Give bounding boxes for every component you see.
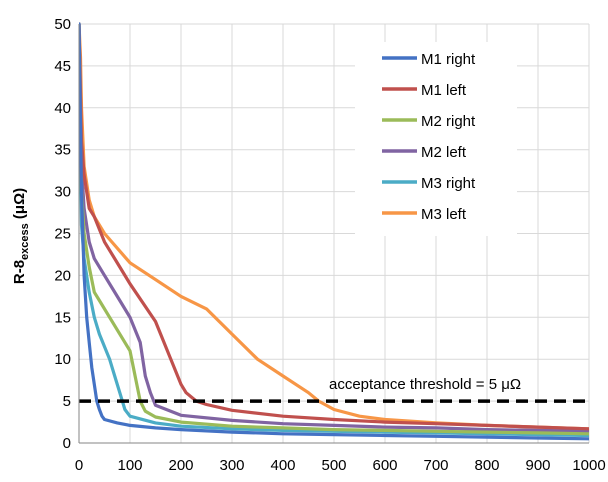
x-tick-label: 800 xyxy=(474,457,499,474)
x-tick-label: 600 xyxy=(372,457,397,474)
legend-label-m2-right: M2 right xyxy=(421,113,476,130)
legend-label-m3-left: M3 left xyxy=(421,206,467,223)
x-tick-label: 400 xyxy=(270,457,295,474)
x-tick-labels: 0 100 200 300 400 500 600 700 800 900 1000 xyxy=(75,457,606,474)
y-axis-label-sub: excess xyxy=(19,223,31,260)
series-line-m2-right xyxy=(79,22,589,436)
legend-label-m3-right: M3 right xyxy=(421,175,476,192)
series-line-m1-left xyxy=(79,22,589,431)
y-tick-label: 15 xyxy=(54,309,71,326)
axes xyxy=(78,24,589,444)
x-tick-label: 100 xyxy=(117,457,142,474)
series-line-m1-right xyxy=(79,22,589,441)
y-tick-label: 20 xyxy=(54,267,71,284)
y-tick-label: 10 xyxy=(54,351,71,368)
y-tick-labels: 0 5 10 15 20 25 30 35 40 45 50 xyxy=(54,16,71,452)
y-tick-label: 0 xyxy=(63,435,71,452)
y-axis-label-main: R-8 xyxy=(11,260,28,284)
legend: M1 right M1 left M2 right M2 left M3 right M3… xyxy=(355,42,517,236)
y-tick-label: 35 xyxy=(54,142,71,159)
y-tick-label: 30 xyxy=(54,184,71,201)
y-tick-label: 50 xyxy=(54,16,71,33)
x-tick-label: 300 xyxy=(219,457,244,474)
y-tick-label: 5 xyxy=(63,393,71,410)
threshold-annotation: acceptance threshold = 5 μΩ xyxy=(329,376,521,393)
legend-label-m2-left: M2 left xyxy=(421,144,467,161)
y-tick-label: 40 xyxy=(54,100,71,117)
y-tick-label: 25 xyxy=(54,226,71,243)
legend-label-m1-right: M1 right xyxy=(421,51,476,68)
series-line-m3-right xyxy=(79,22,589,438)
x-tick-label: 500 xyxy=(321,457,346,474)
y-axis-label-unit: (μΩ) xyxy=(11,188,28,223)
y-axis-label: R-8excess (μΩ) xyxy=(11,188,31,284)
series-line-m2-left xyxy=(79,22,589,433)
x-tick-label: 200 xyxy=(168,457,193,474)
x-tick-label: 700 xyxy=(423,457,448,474)
legend-box xyxy=(355,42,517,236)
y-tick-label: 45 xyxy=(54,58,71,75)
x-tick-label: 1000 xyxy=(572,457,605,474)
x-tick-label: 900 xyxy=(525,457,550,474)
x-tick-label: 0 xyxy=(75,457,83,474)
legend-label-m1-left: M1 left xyxy=(421,82,467,99)
series-lines xyxy=(79,22,589,441)
